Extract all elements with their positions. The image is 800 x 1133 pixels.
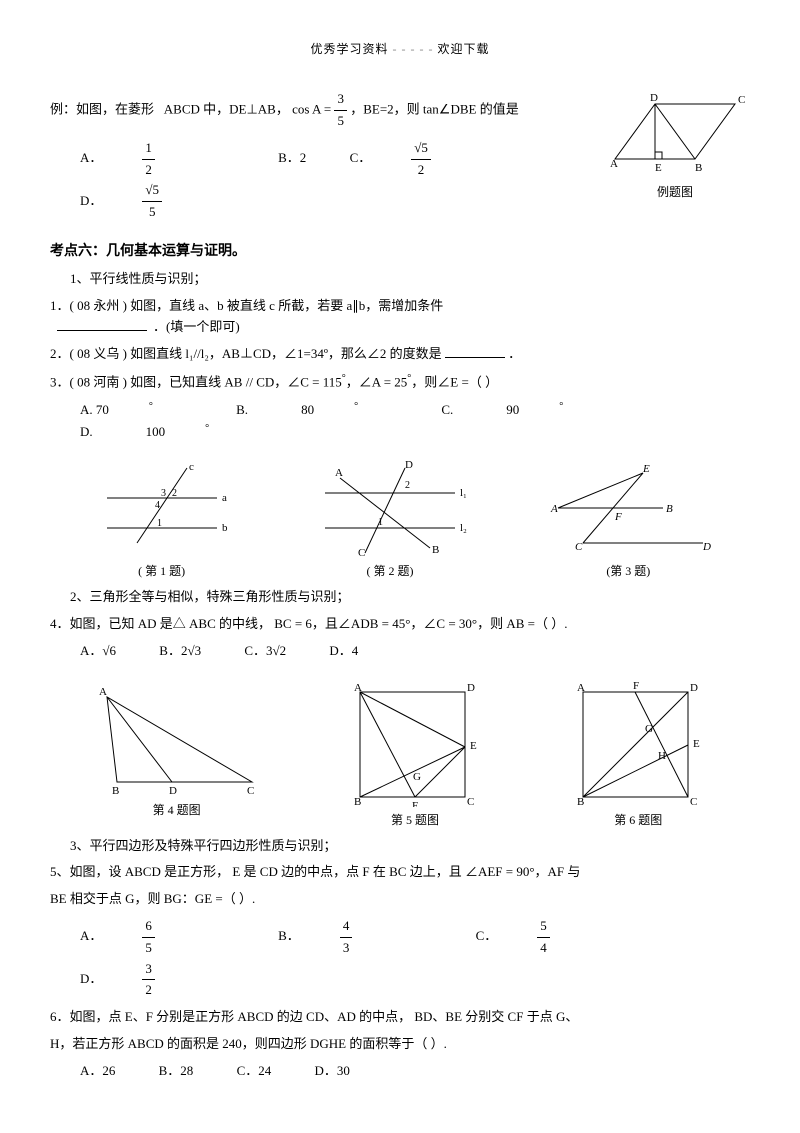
svg-text:l₂: l₂ [460, 522, 467, 534]
svg-text:B: B [432, 544, 439, 556]
q5-options: A．65 B．43 C．54 D．32 [50, 916, 750, 1001]
cap5: 第 5 题图 [340, 811, 490, 830]
svg-text:A: A [335, 467, 343, 479]
svg-text:B: B [577, 796, 584, 807]
diagram-row-2: A B C D 第 4 题图 A B C D E F G 第 5 题图 [50, 677, 750, 830]
svg-text:2: 2 [405, 480, 410, 491]
header-left: 优秀学习资料 [310, 42, 388, 56]
svg-text:1: 1 [157, 518, 162, 529]
q4: 4．如图，已知 AD 是△ ABC 的中线， BC = 6，且∠ADB = 45… [50, 614, 750, 635]
svg-text:E: E [655, 162, 662, 174]
svg-text:D: D [702, 541, 711, 553]
svg-text:l₁: l₁ [460, 487, 467, 499]
sub-2: 2、三角形全等与相似，特殊三角形性质与识别； [50, 587, 750, 608]
page-header: 优秀学习资料 - - - - - 欢迎下载 [50, 40, 750, 59]
svg-text:A: A [550, 503, 558, 515]
svg-text:C: C [467, 796, 474, 807]
header-right: 欢迎下载 [437, 42, 489, 56]
svg-text:A: A [354, 682, 362, 694]
q6-options: A．26 B．28 C．24 D．30 [50, 1061, 750, 1082]
svg-text:B: B [112, 785, 119, 797]
cap2: ( 第 2 题) [310, 562, 470, 581]
cap1: ( 第 1 题) [87, 562, 237, 581]
svg-text:E: E [642, 463, 650, 475]
q6b: H，若正方形 ABCD 的面积是 240，则四边形 DGHE 的面积等于（ ）. [50, 1034, 750, 1055]
svg-text:E: E [470, 740, 477, 752]
svg-text:A: A [99, 686, 107, 698]
q5a: 5、如图，设 ABCD 是正方形， E 是 CD 边的中点，点 F 在 BC 边… [50, 862, 750, 883]
svg-text:F: F [614, 511, 622, 523]
svg-text:1: 1 [378, 517, 383, 528]
svg-text:C: C [247, 785, 254, 797]
svg-text:B: B [354, 796, 361, 807]
svg-text:A: A [577, 682, 585, 694]
svg-text:D: D [650, 92, 658, 104]
sub-3: 3、平行四边形及特殊平行四边形性质与识别； [50, 836, 750, 857]
svg-text:E: E [693, 738, 700, 750]
svg-text:F: F [412, 800, 418, 807]
q4-options: A．√6 B．2√3 C．3√2 D．4 [50, 641, 750, 662]
svg-text:D: D [690, 682, 698, 694]
svg-text:A: A [610, 158, 618, 170]
sub-1: 1、平行线性质与识别； [50, 269, 750, 290]
svg-text:C: C [690, 796, 697, 807]
header-dash: - - - - - [393, 42, 434, 56]
svg-text:F: F [633, 680, 639, 692]
cap4: 第 4 题图 [87, 801, 267, 820]
svg-text:D: D [405, 459, 413, 471]
svg-text:B: B [695, 162, 702, 174]
svg-text:H: H [658, 750, 666, 762]
svg-text:C: C [738, 94, 745, 106]
q2: 2．( 08 义乌 ) 如图直线 l₁//l₂，AB⊥CD，∠1=34º，那么∠… [50, 344, 750, 365]
svg-text:C: C [358, 547, 365, 558]
svg-text:a: a [222, 492, 227, 504]
example-figure: A B C D E 例题图 [600, 89, 750, 202]
example-caption: 例题图 [600, 183, 750, 202]
svg-text:2: 2 [172, 488, 177, 499]
svg-text:G: G [645, 723, 653, 735]
cap3: (第 3 题) [543, 562, 713, 581]
q6a: 6．如图，点 E、F 分别是正方形 ABCD 的边 CD、AD 的中点， BD、… [50, 1007, 750, 1028]
q3: 3．( 08 河南 ) 如图，已知直线 AB // CD，∠C = 115°，∠… [50, 371, 750, 393]
cap6: 第 6 题图 [563, 811, 713, 830]
topic-6-title: 考点六：几何基本运算与证明。 [50, 241, 750, 263]
svg-text:D: D [467, 682, 475, 694]
svg-text:b: b [222, 522, 228, 534]
svg-text:G: G [413, 771, 421, 783]
diagram-row-1: a b c 2 3 4 1 ( 第 1 题) l₁ l₂ A B C D 2 1… [50, 458, 750, 581]
q3-options: A. 70° B. 80° C. 90° D. 100° [50, 399, 750, 443]
svg-text:4: 4 [155, 500, 160, 511]
svg-text:D: D [169, 785, 177, 797]
svg-text:3: 3 [161, 488, 166, 499]
q5b: BE 相交于点 G，则 BG：GE =（ ）. [50, 889, 750, 910]
svg-text:B: B [666, 503, 673, 515]
svg-text:c: c [189, 461, 194, 473]
q1: 1．( 08 永州 ) 如图，直线 a、b 被直线 c 所截，若要 a∥b，需增… [50, 296, 750, 338]
svg-text:C: C [575, 541, 583, 553]
